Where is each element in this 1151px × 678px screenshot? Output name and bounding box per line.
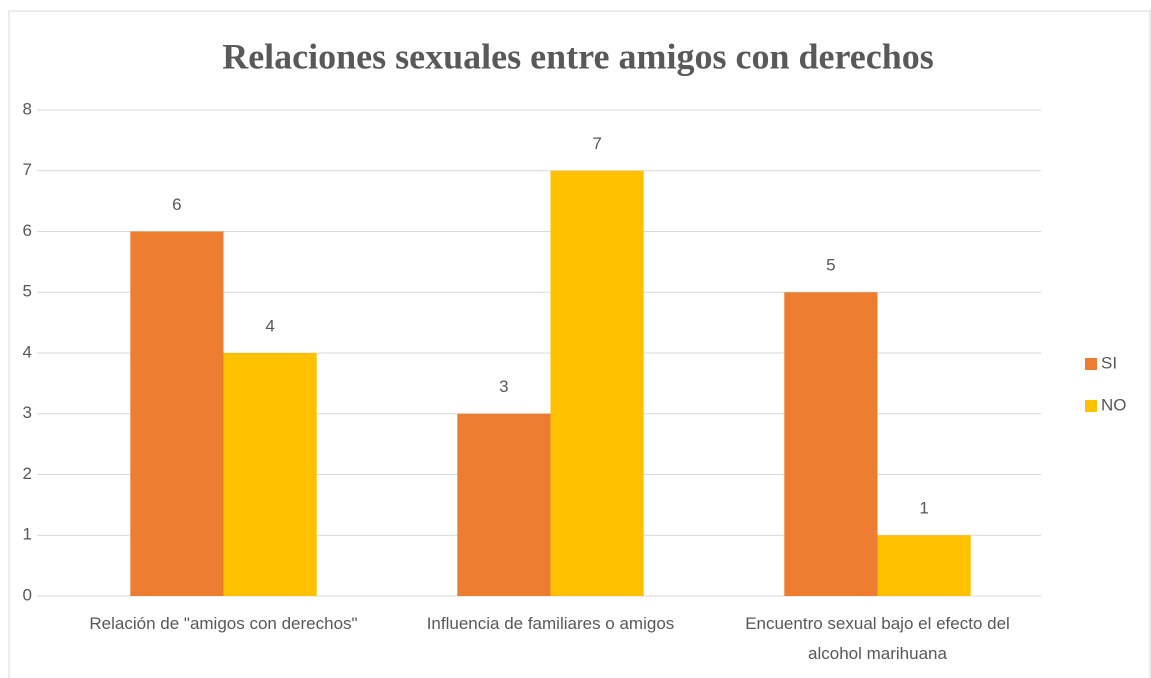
- legend-label: SI: [1101, 353, 1117, 372]
- bar: [130, 231, 224, 596]
- y-tick-label: 6: [23, 221, 32, 240]
- data-label: 4: [265, 316, 274, 335]
- y-tick-label: 8: [23, 99, 32, 118]
- bar: [784, 292, 878, 596]
- y-tick-label: 7: [23, 160, 32, 179]
- chart-title: Relaciones sexuales entre amigos con der…: [222, 36, 934, 76]
- data-label: 1: [919, 499, 928, 518]
- x-tick-label: Encuentro sexual bajo el efecto del alcoh…: [745, 614, 1010, 663]
- bar: [877, 535, 971, 596]
- chart-border: [8, 10, 1151, 678]
- bar: [223, 353, 317, 596]
- bar: [457, 413, 551, 596]
- data-label: 6: [172, 195, 181, 214]
- y-tick-label: 2: [23, 464, 32, 483]
- x-tick-label: Relación de "amigos con derechos": [89, 614, 357, 633]
- legend-swatch: [1085, 358, 1097, 370]
- x-tick-label: Influencia de familiares o amigos: [427, 614, 675, 633]
- legend-swatch: [1085, 400, 1097, 412]
- y-tick-label: 1: [23, 525, 32, 544]
- y-tick-label: 0: [23, 585, 32, 604]
- y-tick-label: 4: [23, 342, 32, 361]
- y-tick-label: 5: [23, 282, 32, 301]
- y-tick-label: 3: [23, 403, 32, 422]
- legend-label: NO: [1101, 395, 1127, 414]
- bar: [550, 170, 644, 596]
- data-label: 5: [826, 256, 835, 275]
- data-label: 7: [592, 134, 601, 153]
- data-label: 3: [499, 377, 508, 396]
